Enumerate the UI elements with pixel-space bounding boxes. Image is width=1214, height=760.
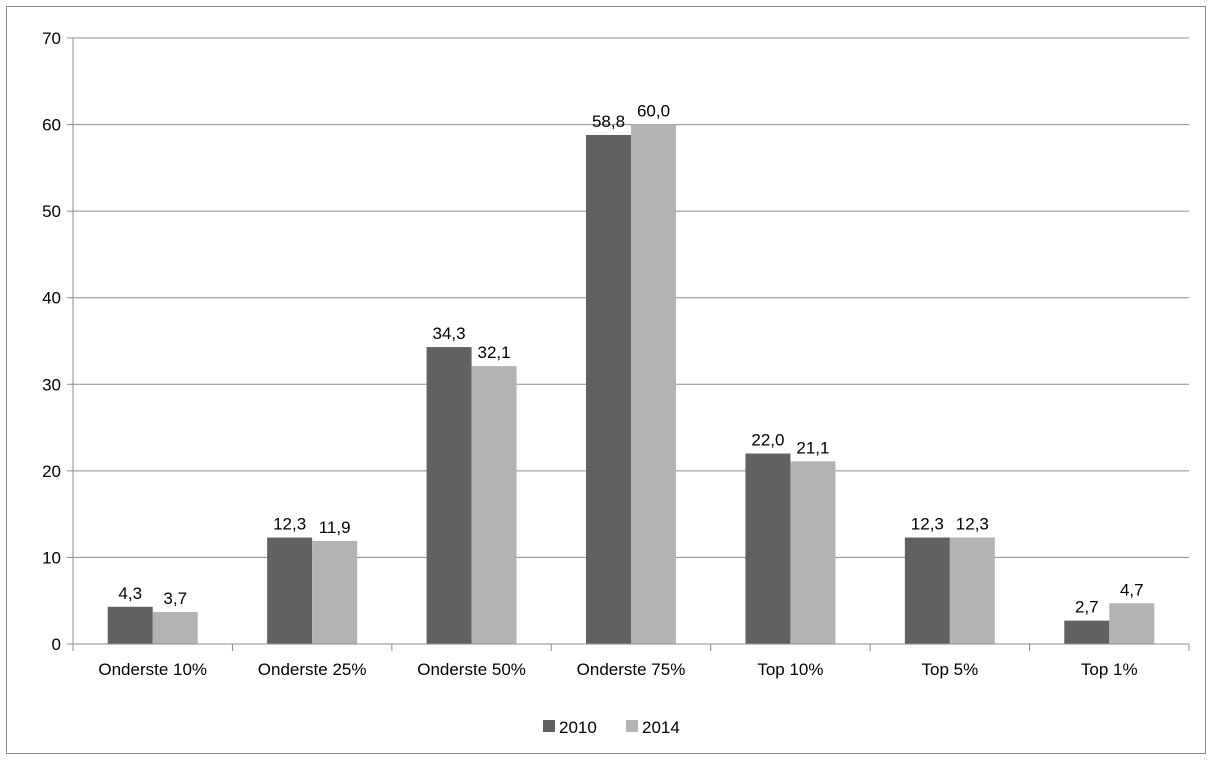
data-label: 12,3 [956,515,989,534]
data-label: 3,7 [163,589,187,608]
bar-2014 [949,537,995,644]
bar-2014 [312,540,358,644]
bar-2014 [152,611,198,644]
x-category-label: Top 1% [1081,660,1138,679]
data-label: 2,7 [1075,598,1099,617]
bar-2014 [790,461,836,644]
bar-2014 [471,366,517,644]
y-tick-label: 10 [42,548,61,567]
bar-2010 [426,347,472,644]
bar-2010 [267,537,313,644]
y-tick-label: 30 [42,375,61,394]
data-label: 22,0 [751,431,784,450]
legend-label: 2014 [642,718,680,737]
bar-2014 [631,124,676,645]
bar-2010 [1064,620,1110,644]
data-label: 60,0 [637,102,670,121]
data-label: 32,1 [478,343,511,362]
data-label: 4,3 [118,584,142,603]
y-tick-label: 60 [42,116,61,135]
y-tick-label: 0 [52,635,61,654]
legend-swatch-2014 [626,720,638,732]
x-category-label: Top 10% [757,660,823,679]
data-label: 12,3 [273,515,306,534]
y-tick-label: 20 [42,462,61,481]
data-label: 58,8 [592,112,625,131]
bar-2014 [1109,603,1155,644]
data-label: 11,9 [319,518,351,537]
bar-2010 [107,606,153,644]
x-category-label: Top 5% [922,660,979,679]
data-label: 12,3 [911,515,944,534]
bar-2010 [745,453,791,644]
data-label: 21,1 [796,438,829,457]
y-tick-label: 70 [42,29,61,48]
x-category-label: Onderste 25% [258,660,367,679]
legend-label: 2010 [559,718,597,737]
bar-2010 [586,134,631,644]
data-label: 34,3 [433,324,466,343]
x-category-label: Onderste 75% [577,660,686,679]
bar-2010 [904,537,950,644]
y-tick-label: 40 [42,289,61,308]
y-tick-label: 50 [42,202,61,221]
legend-swatch-2010 [543,720,555,732]
data-label: 4,7 [1120,580,1144,599]
x-category-label: Onderste 10% [98,660,207,679]
x-category-label: Onderste 50% [417,660,526,679]
